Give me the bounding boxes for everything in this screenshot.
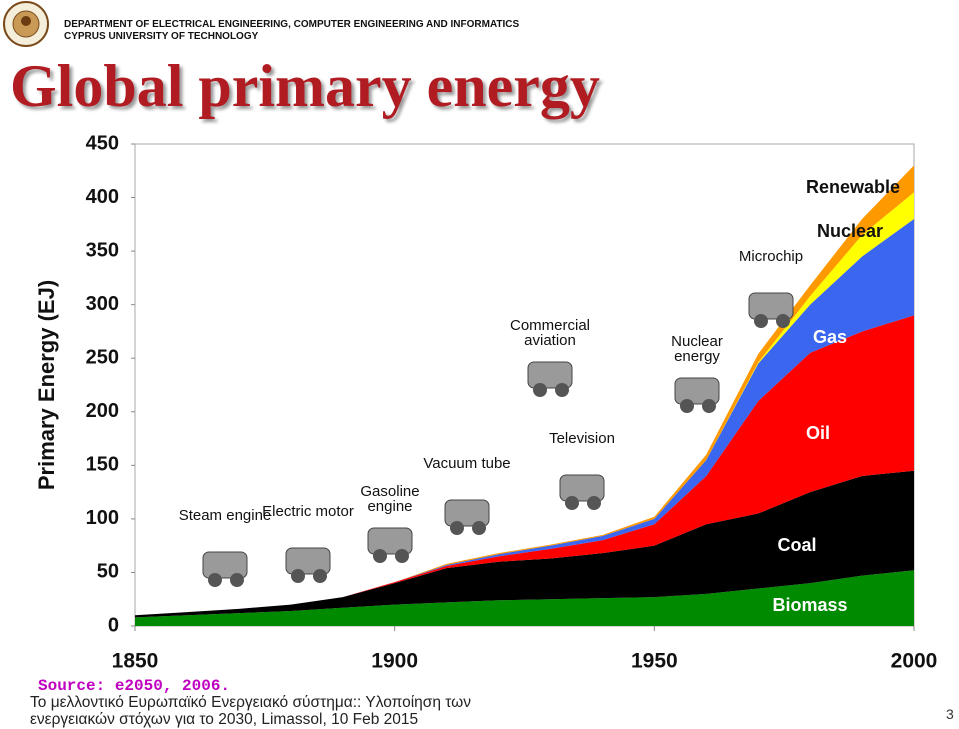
x-tick-label: 2000 — [891, 650, 938, 673]
icon-shape — [367, 527, 413, 555]
icon-shape — [472, 521, 486, 535]
area-oil — [135, 315, 914, 616]
icon-shape — [680, 399, 694, 413]
icon-shape — [373, 549, 387, 563]
annotation-icon — [285, 547, 331, 583]
icon-shape — [748, 292, 794, 320]
annotation: Electric motor — [262, 503, 354, 520]
annotation-icon — [367, 527, 413, 563]
annotation: Steam engine — [178, 507, 272, 524]
y-tick-label: 250 — [86, 347, 119, 369]
annotation: Commercial aviation — [509, 317, 590, 349]
area-biomass — [135, 570, 914, 626]
y-axis-label: Primary Energy (EJ) — [34, 280, 59, 490]
page-number: 3 — [946, 706, 954, 722]
series-label: Gas — [813, 327, 847, 347]
icon-shape — [202, 551, 248, 579]
icon-shape — [291, 569, 305, 583]
icon-shape — [754, 314, 768, 328]
x-tick-label: 1900 — [371, 650, 418, 673]
icon-shape — [444, 499, 490, 527]
icon-shape — [555, 383, 569, 397]
series-label: Biomass — [772, 595, 847, 615]
series-label: Coal — [777, 535, 816, 555]
y-tick-label: 50 — [97, 561, 119, 583]
university: CYPRUS UNIVERSITY OF TECHNOLOGY — [64, 31, 259, 42]
annotation: Nuclear energy — [671, 333, 723, 365]
icon-shape — [395, 549, 409, 563]
annotation: Vacuum tube — [423, 455, 511, 472]
icon-shape — [587, 496, 601, 510]
y-tick-label: 450 — [86, 132, 119, 154]
annotation-icon — [527, 361, 573, 397]
logo — [3, 1, 49, 47]
y-tick-label: 150 — [86, 454, 119, 476]
annotation-icon — [674, 377, 720, 413]
y-tick-label: 300 — [86, 293, 119, 315]
series-label: Renewable — [806, 177, 900, 197]
y-tick-label: 200 — [86, 400, 119, 422]
icon-shape — [527, 361, 573, 389]
x-tick-label: 1850 — [112, 650, 159, 673]
y-tick-label: 400 — [86, 186, 119, 208]
icon-shape — [208, 573, 222, 587]
icon-shape — [565, 496, 579, 510]
source: Source: e2050, 2006. — [38, 677, 231, 695]
icon-shape — [285, 547, 331, 575]
icon-shape — [230, 573, 244, 587]
annotation-icon — [202, 551, 248, 587]
annotation-icon — [748, 292, 794, 328]
series-label: Oil — [806, 423, 830, 443]
icon-shape — [674, 377, 720, 405]
annotation: Microchip — [738, 248, 804, 265]
slide-title: Global primary energy — [10, 53, 600, 119]
area-coal — [135, 470, 914, 618]
department: DEPARTMENT OF ELECTRICAL ENGINEERING, CO… — [64, 19, 520, 30]
icon-shape — [450, 521, 464, 535]
x-tick-label: 1950 — [631, 650, 678, 673]
annotation-icon — [559, 474, 605, 510]
annotation: Television — [549, 430, 615, 447]
y-tick-label: 350 — [86, 239, 119, 261]
icon-shape — [313, 569, 327, 583]
y-tick-label: 100 — [86, 507, 119, 529]
annotation-icon — [444, 499, 490, 535]
series-label: Nuclear — [817, 221, 883, 241]
footer: Το μελλοντικό Ευρωπαϊκό Ενεργειακό σύστη… — [30, 694, 472, 728]
icon-shape — [702, 399, 716, 413]
y-tick-label: 0 — [108, 614, 119, 636]
icon-shape — [559, 474, 605, 502]
annotation: Gasoline engine — [360, 483, 420, 515]
icon-shape — [533, 383, 547, 397]
icon-shape — [776, 314, 790, 328]
